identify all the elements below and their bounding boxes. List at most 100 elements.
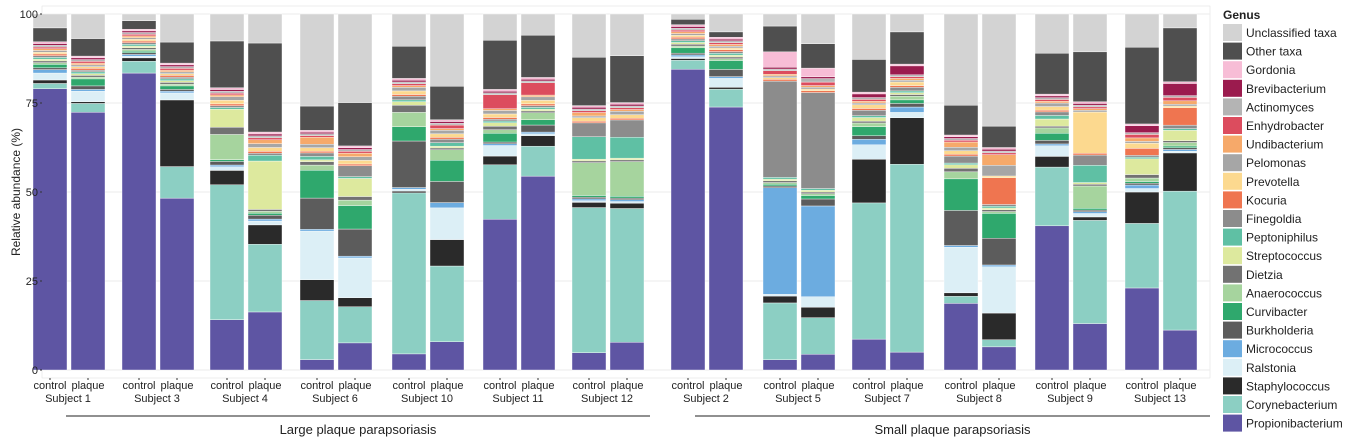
bar-segment-prevotella bbox=[708, 47, 744, 50]
bar-segment-enhydrobacter bbox=[482, 94, 518, 109]
bar-segment-finegoldia bbox=[121, 42, 157, 45]
bar-segment-burkholderia bbox=[391, 140, 427, 188]
bar-segment-finegoldia bbox=[708, 51, 744, 54]
bar-segment-other-taxa bbox=[889, 31, 925, 65]
bar-segment-burkholderia bbox=[209, 161, 245, 166]
bar-segment-kocuria bbox=[708, 49, 744, 52]
bar-segment-undibacterium bbox=[609, 109, 645, 112]
bar-segment-actinomyces bbox=[1162, 95, 1198, 98]
bar-segment-ralstonia bbox=[70, 90, 106, 102]
bar-segment-enhydrobacter bbox=[1162, 97, 1198, 102]
bar-segment-micrococcus bbox=[1072, 211, 1108, 214]
legend-label: Finegoldia bbox=[1246, 212, 1302, 226]
bar-segment-finegoldia bbox=[670, 38, 706, 41]
bar-segment-anaerococcus bbox=[32, 62, 68, 65]
bar-segment-kocuria bbox=[391, 94, 427, 97]
bar-segment-propionibacterium bbox=[800, 354, 836, 371]
bar-segment-curvibacter bbox=[981, 213, 1017, 239]
bar-segment-enhydrobacter bbox=[851, 99, 887, 102]
bar-segment-enhydrobacter bbox=[247, 137, 283, 140]
legend-label: Curvibacter bbox=[1246, 305, 1307, 319]
bar-segment-finegoldia bbox=[981, 204, 1017, 207]
bar-segment-prevotella bbox=[571, 117, 607, 122]
bar-segment-unclassified-taxa bbox=[1072, 13, 1108, 53]
x-tick-label: control bbox=[1125, 380, 1158, 392]
bar-segment-actinomyces bbox=[943, 138, 979, 141]
bar-segment-anaerococcus bbox=[70, 76, 106, 80]
stacked-bar bbox=[1124, 13, 1160, 371]
bar-segment-dietzia bbox=[299, 161, 335, 166]
bar-segment-unclassified-taxa bbox=[889, 13, 925, 33]
bar-segment-streptococcus bbox=[121, 45, 157, 48]
bar-segment-prevotella bbox=[670, 35, 706, 38]
bar-segment-ralstonia bbox=[1162, 150, 1198, 154]
bar-segment-curvibacter bbox=[762, 184, 798, 187]
bar-segment-finegoldia bbox=[609, 119, 645, 138]
y-tick-label: 100 bbox=[20, 9, 38, 21]
bar-segment-staphylococcus bbox=[121, 57, 157, 62]
x-tick-label: control bbox=[33, 380, 66, 392]
bar-segment-prevotella bbox=[1072, 111, 1108, 154]
bar-segment-curvibacter bbox=[1072, 208, 1108, 211]
bar-segment-gordonia bbox=[159, 62, 195, 66]
bar-segment-streptococcus bbox=[70, 73, 106, 76]
bar-segment-gordonia bbox=[571, 105, 607, 108]
bar-segment-streptococcus bbox=[337, 178, 373, 197]
bar-segment-brevibacterium bbox=[609, 104, 645, 107]
legend-swatch bbox=[1223, 247, 1242, 265]
bar-segment-propionibacterium bbox=[247, 311, 283, 371]
bar-segment-kocuria bbox=[1162, 107, 1198, 126]
bar-segment-propionibacterium bbox=[299, 359, 335, 371]
bar-segment-burkholderia bbox=[520, 124, 556, 133]
bar-segment-pelomonas bbox=[1072, 110, 1108, 113]
bar-segment-other-taxa bbox=[943, 104, 979, 136]
bar-segment-gordonia bbox=[1034, 93, 1070, 97]
bar-segment-brevibacterium bbox=[121, 30, 157, 33]
bar-segment-other-taxa bbox=[121, 20, 157, 30]
bar-segment-brevibacterium bbox=[70, 57, 106, 60]
bar-segment-ralstonia bbox=[121, 55, 157, 59]
stacked-bar bbox=[482, 13, 518, 371]
bar-segment-undibacterium bbox=[981, 154, 1017, 166]
bar-segment-actinomyces bbox=[70, 59, 106, 62]
stacked-bar bbox=[209, 13, 245, 371]
subject-label: Subject 13 bbox=[1134, 393, 1186, 405]
bar-segment-micrococcus bbox=[943, 245, 979, 248]
bar-segment-undibacterium bbox=[851, 100, 887, 104]
bar-segment-streptococcus bbox=[981, 207, 1017, 211]
bar-segment-curvibacter bbox=[1162, 145, 1198, 148]
bar-segment-actinomyces bbox=[247, 135, 283, 139]
x-tick-label: control bbox=[392, 380, 425, 392]
bar-segment-pelomonas bbox=[1034, 102, 1070, 107]
bar-segment-burkholderia bbox=[762, 185, 798, 188]
bar-segment-curvibacter bbox=[571, 195, 607, 198]
bar-segment-staphylococcus bbox=[32, 79, 68, 84]
bar-segment-propionibacterium bbox=[70, 112, 106, 371]
bar-segment-ralstonia bbox=[391, 189, 427, 192]
bar-segment-finegoldia bbox=[571, 122, 607, 137]
bar-segment-actinomyces bbox=[391, 81, 427, 84]
bar-segment-prevotella bbox=[337, 160, 373, 165]
bar-segment-corynebacterium bbox=[32, 83, 68, 89]
bar-segment-curvibacter bbox=[1034, 133, 1070, 141]
bar-segment-corynebacterium bbox=[1034, 166, 1070, 227]
bar-segment-unclassified-taxa bbox=[482, 13, 518, 41]
bar-segment-enhydrobacter bbox=[889, 76, 925, 79]
bar-segment-dietzia bbox=[121, 47, 157, 50]
y-tick-label: 75 bbox=[26, 98, 38, 110]
bar-segment-enhydrobacter bbox=[1072, 106, 1108, 109]
bar-segment-propionibacterium bbox=[670, 68, 706, 371]
bar-segment-curvibacter bbox=[121, 50, 157, 54]
bar-segment-streptococcus bbox=[1034, 118, 1070, 127]
bar-segment-unclassified-taxa bbox=[708, 13, 744, 33]
bar-segment-enhydrobacter bbox=[70, 61, 106, 64]
bar-segment-ralstonia bbox=[708, 78, 744, 88]
bar-segment-gordonia bbox=[609, 102, 645, 105]
bar-segment-gordonia bbox=[482, 89, 518, 92]
bar-segment-other-taxa bbox=[609, 55, 645, 103]
bar-segment-anaerococcus bbox=[121, 49, 157, 52]
bar-segment-enhydrobacter bbox=[1124, 134, 1160, 139]
bar-segment-actinomyces bbox=[609, 105, 645, 108]
bar-segment-pelomonas bbox=[1162, 104, 1198, 107]
